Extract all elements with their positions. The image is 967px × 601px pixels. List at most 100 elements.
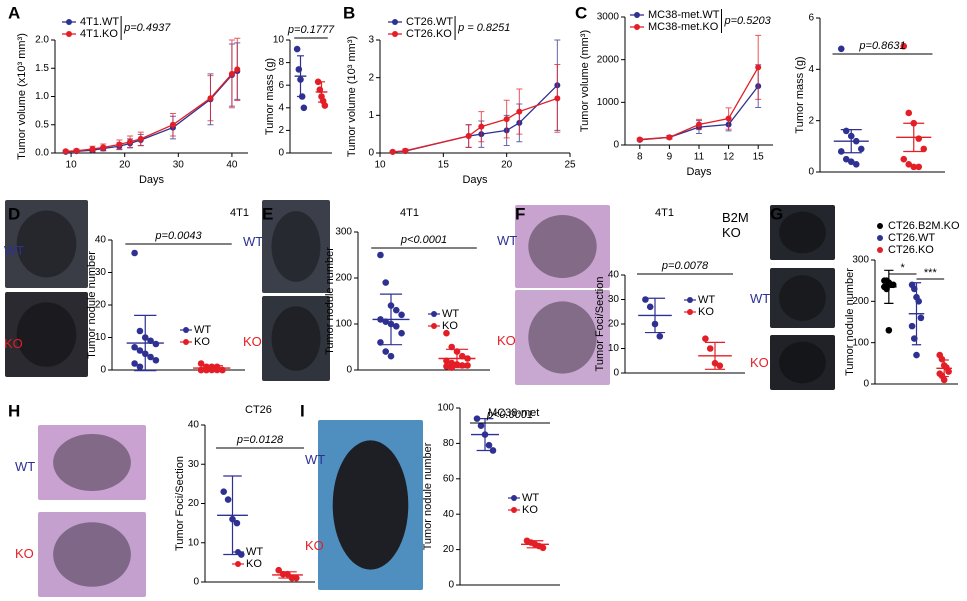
data-point [392,323,400,330]
y-tick-label: 0 [613,368,619,379]
data-point [293,45,301,53]
data-point [62,148,69,155]
data-point [458,362,466,369]
y-tick-label: 40 [95,235,107,246]
annotation: p=0.0043 [154,230,202,242]
x-axis-label: Days [139,174,165,186]
annotation: p=0.4937 [123,22,171,34]
data-point [448,343,456,351]
image-label: KO [305,538,324,553]
data-point [443,329,450,337]
photo-tissue [332,440,409,570]
y-tick-label: 40 [608,270,620,281]
data-point [917,314,925,322]
image-label: WT [750,291,771,306]
y-tick-label: 20 [95,300,107,311]
series-line [65,68,238,152]
y-tick-label: 30 [95,267,107,278]
data-point [295,66,303,73]
data-point [636,136,643,143]
data-point [940,376,948,384]
legend-label: WT [698,294,715,306]
y-tick-label: 1.5 [35,63,49,74]
y-tick-label: 200 [852,296,869,307]
sd-bar [476,418,494,452]
data-point [131,249,138,257]
photo-tissue [779,275,826,321]
data-point [920,145,928,153]
panel-letter: E [262,204,273,223]
sd-bar [903,122,925,153]
photo-tissue [53,434,131,491]
sd-bar [644,297,666,334]
sd-bar [704,341,726,370]
legend-marker [392,31,398,37]
legend-marker [511,495,517,501]
data-point [837,45,845,53]
data-point [89,146,96,153]
data-point [136,363,144,371]
x-tick-label: 25 [564,160,576,171]
data-point [382,279,390,286]
data-point [207,95,214,102]
legend-marker [392,19,398,25]
annotation: p=0.1777 [287,24,335,36]
panel-letter: A [8,3,20,22]
x-tick-label: 10 [374,160,386,171]
photo [770,205,835,260]
x-tick-label: 15 [753,152,765,163]
photo-tissue [53,522,131,587]
x-tick-label: 12 [723,152,735,163]
data-point [696,121,702,128]
photo [770,268,835,328]
photo [38,512,146,597]
y-tick-label: 20 [608,319,620,330]
y-tick-label: 0 [448,580,454,591]
data-point [477,422,485,430]
data-point [900,155,908,163]
data-point [478,123,485,130]
image-label: KO [750,355,769,370]
legend-label: WT [246,546,263,558]
image-label: KO [4,336,23,351]
sd-bar [379,293,403,346]
legend-marker [877,223,883,229]
data-point [387,352,395,360]
y-tick-label: 2 [368,72,374,83]
data-point [136,347,144,354]
y-axis-label: Tumor volume (10³ mm³) [346,36,358,157]
data-point [516,108,523,115]
data-point [852,161,860,168]
y-tick-label: 30 [608,294,620,305]
y-tick-label: 0 [863,379,869,390]
data-point [402,147,409,154]
data-point [905,109,913,117]
panel-letter: B [343,3,355,22]
y-tick-label: 4 [808,64,814,75]
sd-bar [840,129,862,154]
data-point [116,141,123,148]
image-label: KO [497,333,516,348]
y-tick-label: 10 [608,343,620,354]
data-point [398,329,405,337]
legend-marker [687,297,693,303]
legend-marker [634,12,640,18]
y-tick-label: 40 [443,509,455,520]
data-point [847,158,855,166]
legend-marker [431,323,437,329]
legend-marker [634,24,640,30]
y-axis-label: Tumor nodule number [844,268,856,376]
y-tick-label: 100 [437,403,454,414]
sd-bar [134,314,157,372]
panel-letter: G [770,204,783,223]
data-point [100,144,107,151]
series-line [392,97,558,153]
image-label: WT [15,459,36,474]
x-tick-label: 8 [637,152,643,163]
panel-letter: I [300,401,305,420]
data-point [706,345,714,352]
photo-tissue [16,210,77,278]
y-tick-label: 10 [95,332,107,343]
photo [262,296,330,381]
